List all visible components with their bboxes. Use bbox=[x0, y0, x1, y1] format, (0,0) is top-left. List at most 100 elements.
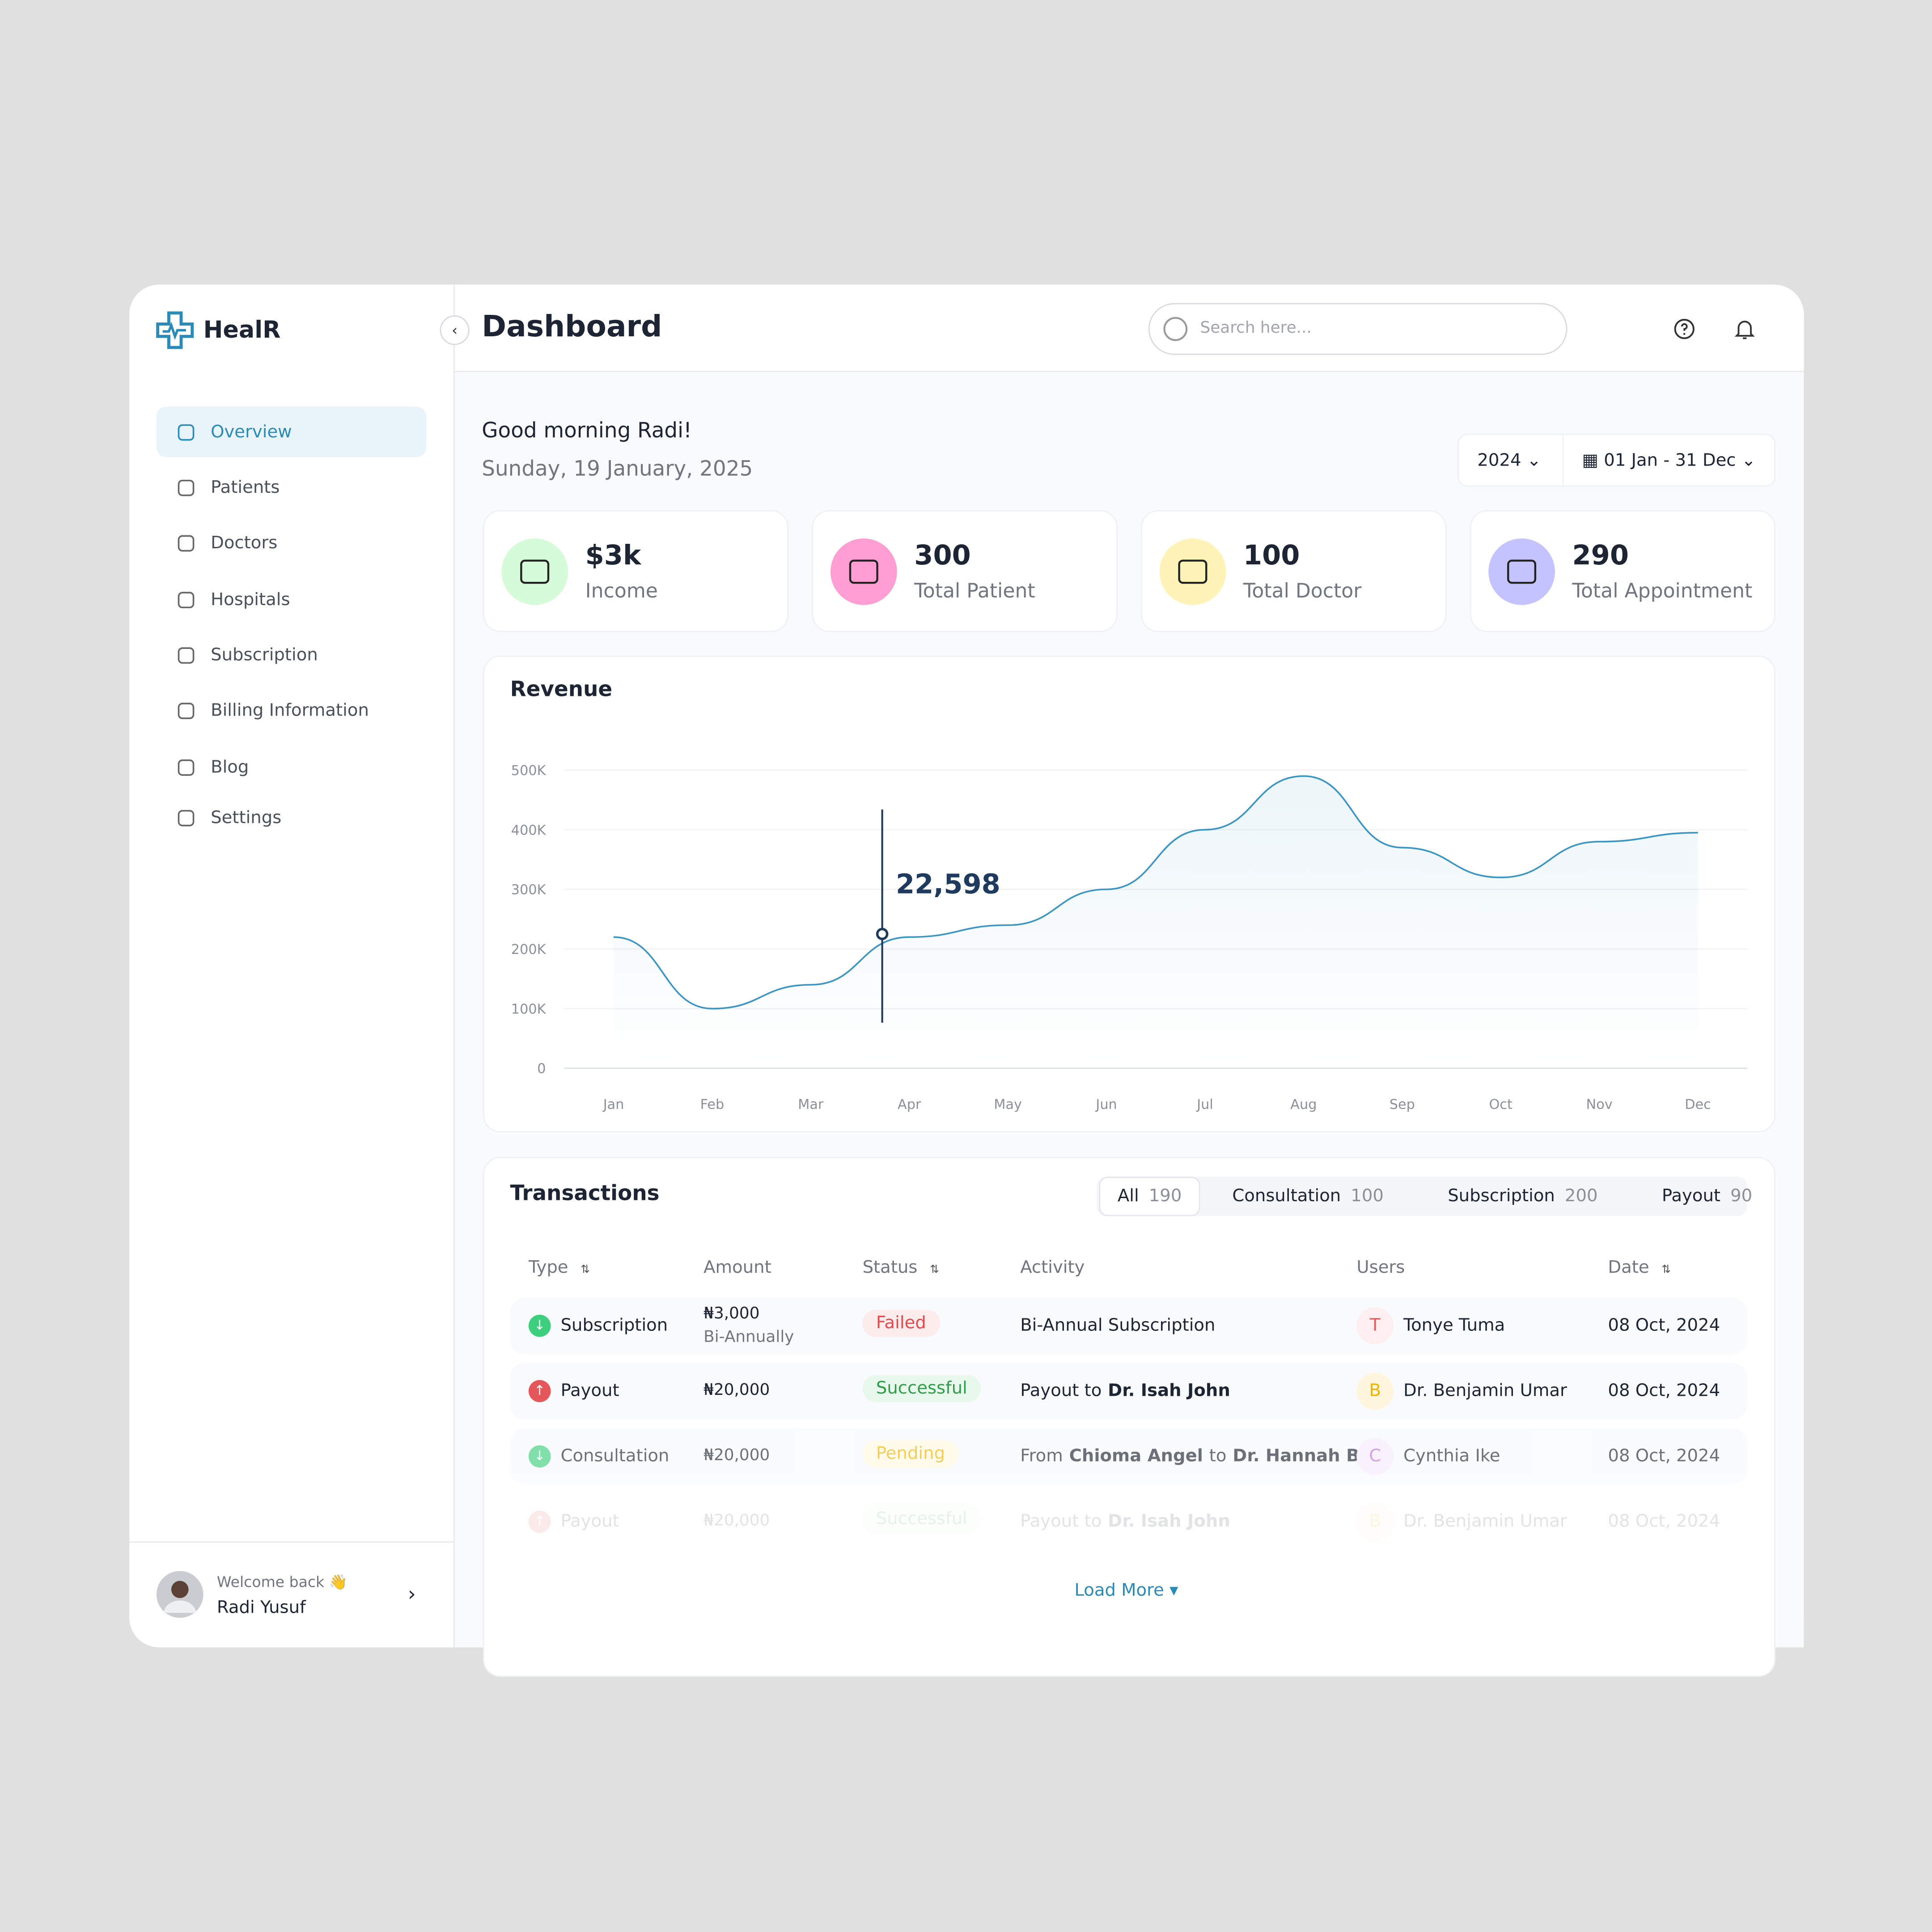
load-more-label: Load More bbox=[1074, 1580, 1164, 1601]
amount: ₦20,000 bbox=[703, 1381, 770, 1400]
help-icon[interactable] bbox=[1672, 317, 1697, 341]
column-label: Status bbox=[862, 1258, 918, 1278]
tab[interactable]: Subscription 200 bbox=[1431, 1178, 1615, 1215]
user-initial: B bbox=[1356, 1373, 1394, 1410]
activity-text: Dr. Hannah B. bbox=[1233, 1446, 1366, 1466]
year-filter[interactable]: 2024 ⌄ bbox=[1477, 451, 1542, 471]
date: 08 Oct, 2024 bbox=[1608, 1512, 1720, 1532]
nav-label: Hospitals bbox=[211, 589, 290, 610]
user-initial: T bbox=[1356, 1307, 1394, 1344]
stat-icon-shape bbox=[849, 559, 878, 584]
stat-card: $3k Income bbox=[483, 510, 789, 632]
activity-text: From bbox=[1020, 1446, 1063, 1466]
stat-icon bbox=[830, 538, 897, 605]
stat-icon-glyph bbox=[520, 559, 550, 584]
nav-item[interactable]: Subscription bbox=[157, 630, 426, 680]
activity: Payout to Dr. Isah John bbox=[1020, 1512, 1236, 1532]
line-series bbox=[614, 775, 1698, 1010]
sort-icon: ⇅ bbox=[580, 1264, 590, 1277]
tab[interactable]: Payout 90 bbox=[1644, 1178, 1769, 1215]
table-row: ↓ Consultation ₦20,000 Pending From Chioma An… bbox=[510, 1428, 1747, 1485]
column-label: Amount bbox=[703, 1258, 771, 1278]
status: Successful bbox=[862, 1375, 981, 1402]
nav-icon bbox=[178, 702, 195, 719]
nav-icon-shape bbox=[178, 647, 195, 663]
search-icon bbox=[1163, 317, 1188, 341]
hover-point bbox=[876, 928, 889, 941]
stat-icon-shape bbox=[1178, 559, 1208, 584]
x-tick-label: Nov bbox=[1586, 1097, 1613, 1113]
nav-item[interactable]: Overview bbox=[156, 407, 427, 458]
tab-count: 190 bbox=[1148, 1186, 1182, 1207]
y-tick-label: 0 bbox=[537, 1061, 546, 1077]
x-tick-label: Jan bbox=[602, 1097, 624, 1113]
search-box[interactable]: Search here... bbox=[1148, 303, 1568, 355]
stat-icon bbox=[1159, 538, 1226, 605]
notification-icon[interactable] bbox=[1733, 317, 1757, 341]
y-tick-label: 200K bbox=[511, 942, 547, 958]
date: Sunday, 19 January, 2025 bbox=[482, 457, 753, 482]
sidebar-divider bbox=[453, 284, 455, 1648]
table-row: ↑ Payout ₦20,000 Successful Payout to Dr. Isa… bbox=[510, 1493, 1747, 1550]
nav-label: Overview bbox=[211, 422, 292, 442]
activity-text: Bi-Annual Subscription bbox=[1020, 1316, 1216, 1336]
date: 08 Oct, 2024 bbox=[1608, 1381, 1720, 1401]
user-initial: B bbox=[1356, 1503, 1394, 1540]
nav-item[interactable]: Hospitals bbox=[157, 574, 426, 625]
y-tick-label: 400K bbox=[511, 822, 547, 838]
tab-count: 200 bbox=[1564, 1186, 1598, 1207]
nav-icon bbox=[178, 534, 195, 551]
range-value: 01 Jan - 31 Dec bbox=[1604, 451, 1736, 471]
nav-item[interactable]: Doctors bbox=[157, 517, 426, 568]
table-row: ↑ Payout ₦20,000 Successful Payout to Dr. Isa… bbox=[510, 1363, 1747, 1419]
stat-value: $3k bbox=[585, 541, 641, 572]
stat-value: 100 bbox=[1243, 541, 1300, 572]
stat-label: Total Doctor bbox=[1243, 579, 1362, 603]
tab[interactable]: Consultation 100 bbox=[1215, 1178, 1401, 1215]
column-header: Status ⇅ bbox=[863, 1258, 939, 1278]
tab[interactable]: All 190 bbox=[1099, 1177, 1200, 1216]
activity-text: Dr. Isah John bbox=[1108, 1381, 1230, 1401]
x-tick-label: Feb bbox=[700, 1097, 724, 1113]
nav-icon-shape bbox=[178, 424, 195, 440]
column-header: Users bbox=[1356, 1258, 1405, 1278]
type-icon: ↓ bbox=[528, 1314, 551, 1337]
nav-item[interactable]: Patients bbox=[157, 462, 426, 513]
range-filter[interactable]: ▦ 01 Jan - 31 Dec ⌄ bbox=[1582, 451, 1756, 471]
stat-icon bbox=[501, 538, 568, 605]
load-more[interactable]: Load More ▾ bbox=[1074, 1580, 1178, 1601]
nav-icon-shape bbox=[178, 758, 195, 775]
x-tick-label: Apr bbox=[898, 1097, 921, 1113]
stat-icon-shape bbox=[1507, 559, 1537, 584]
column-label: Activity bbox=[1020, 1258, 1085, 1278]
annotation: 22,598 bbox=[896, 869, 1000, 900]
nav-item[interactable]: Blog bbox=[157, 742, 426, 792]
stat-card: 300 Total Patient bbox=[812, 510, 1118, 632]
tab-bar: All 190 Consultation 100 Subscription 200 Payo… bbox=[1097, 1177, 1752, 1216]
user-initial: C bbox=[1356, 1438, 1394, 1475]
year-value: 2024 bbox=[1477, 451, 1521, 471]
nav-label: Patients bbox=[211, 477, 280, 497]
stat-card: 290 Total Appointment bbox=[1470, 510, 1776, 632]
nav-item[interactable]: Billing Information bbox=[157, 685, 426, 736]
type: Consultation bbox=[560, 1446, 669, 1466]
amount: ₦20,000 bbox=[703, 1512, 770, 1530]
activity-text: Dr. Isah John bbox=[1108, 1512, 1230, 1532]
x-tick-label: Jul bbox=[1196, 1097, 1213, 1113]
user-menu-arrow[interactable]: › bbox=[407, 1582, 416, 1606]
nav-item[interactable]: Settings bbox=[157, 792, 426, 843]
stat-icon bbox=[1488, 538, 1555, 605]
x-tick-label: Jun bbox=[1095, 1097, 1117, 1113]
activity: From Chioma Angel to Dr. Hannah B. bbox=[1020, 1446, 1372, 1466]
stat-label: Total Patient bbox=[914, 579, 1035, 603]
status: Failed bbox=[862, 1309, 940, 1337]
type-icon: ↓ bbox=[528, 1445, 551, 1468]
y-tick-label: 300K bbox=[511, 882, 547, 898]
collapse-button[interactable]: ‹ bbox=[440, 315, 470, 345]
stat-value: 300 bbox=[914, 541, 971, 572]
stat-icon-glyph bbox=[1178, 559, 1208, 584]
user: Tonye Tuma bbox=[1403, 1316, 1505, 1336]
tab-count: 100 bbox=[1351, 1186, 1384, 1207]
